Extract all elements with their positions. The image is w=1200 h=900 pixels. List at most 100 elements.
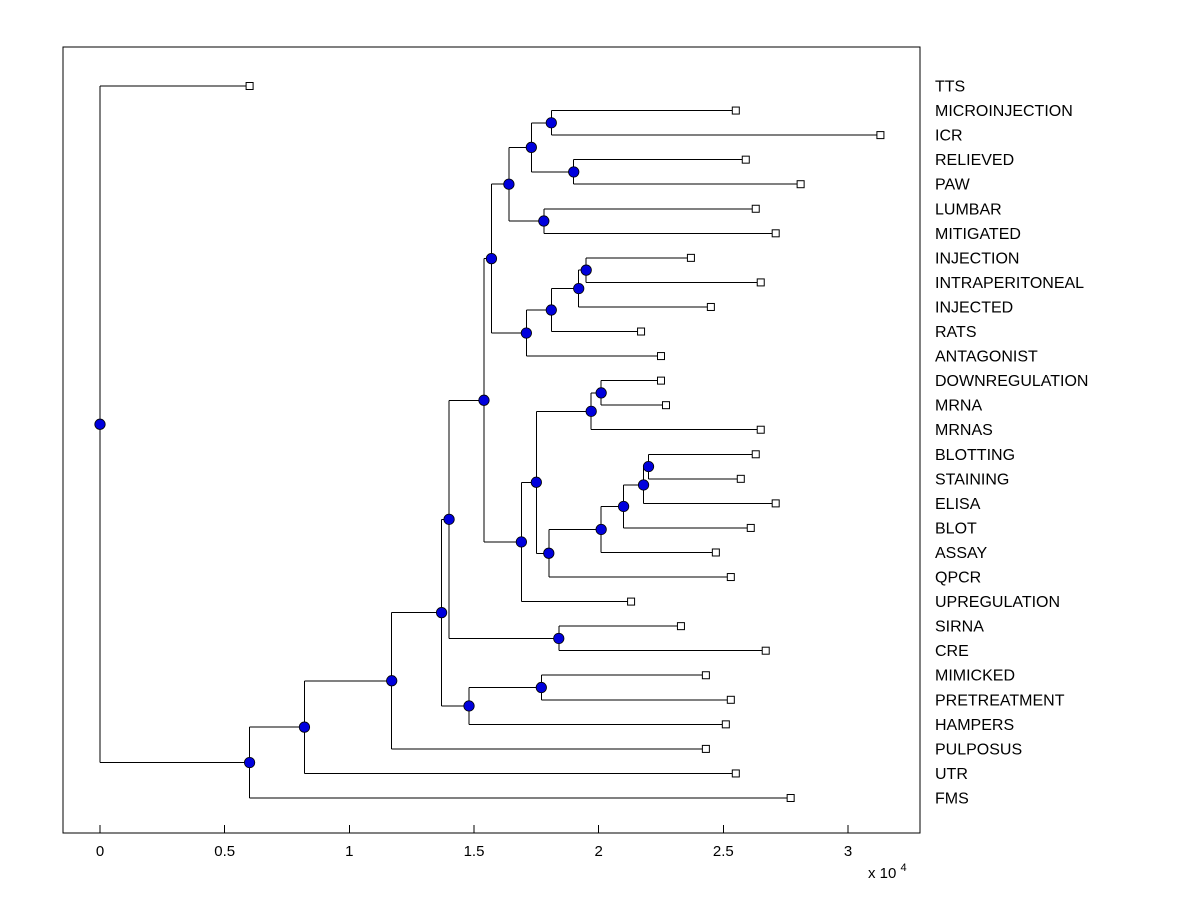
internal-node-marker <box>435 607 448 619</box>
internal-node-marker <box>463 700 475 712</box>
leaf-node-marker <box>731 769 740 778</box>
internal-node-marker <box>545 117 557 129</box>
leaf-node-marker <box>706 302 715 311</box>
leaf-label: INJECTION <box>935 250 1019 267</box>
x-axis-tick-label: 0 <box>96 843 104 860</box>
internal-node-marker <box>386 675 398 687</box>
leaf-label: CRE <box>935 643 969 660</box>
internal-node-marker <box>538 215 550 227</box>
internal-node-marker <box>568 166 580 178</box>
leaf-node-marker <box>637 327 646 336</box>
leaf-label: UTR <box>935 766 968 783</box>
leaf-label: MICROINJECTION <box>935 103 1073 120</box>
leaf-label: PULPOSUS <box>935 741 1022 758</box>
leaf-label: ANTAGONIST <box>935 349 1038 366</box>
leaf-node-marker <box>701 671 710 680</box>
leaf-node-marker <box>721 720 730 729</box>
leaf-node-marker <box>726 573 735 582</box>
internal-node-marker <box>580 264 592 276</box>
x-axis-tick-label: 1.5 <box>464 843 485 860</box>
leaf-node-marker <box>786 794 795 803</box>
leaf-label: MITIGATED <box>935 226 1021 243</box>
leaf-label: STAINING <box>935 471 1009 488</box>
leaf-node-marker <box>876 131 885 140</box>
leaf-node-marker <box>771 229 780 238</box>
leaf-label: INTRAPERITONEAL <box>935 275 1084 292</box>
leaf-node-marker <box>701 744 710 753</box>
internal-node-marker <box>545 304 557 316</box>
leaf-node-marker <box>686 253 695 262</box>
leaf-label: FMS <box>935 791 969 808</box>
leaf-node-marker <box>741 155 750 164</box>
leaf-node-marker <box>726 695 735 704</box>
leaf-label: MRNAS <box>935 422 993 439</box>
leaf-node-marker <box>627 597 636 606</box>
leaf-label: DOWNREGULATION <box>935 373 1088 390</box>
internal-node-marker <box>298 721 311 733</box>
internal-node-marker <box>595 387 607 399</box>
leaf-node-marker <box>761 646 770 655</box>
leaf-label: LUMBAR <box>935 201 1002 218</box>
leaf-node-marker <box>751 450 760 459</box>
internal-node-marker <box>443 513 455 525</box>
leaf-label: ASSAY <box>935 545 988 562</box>
leaf-node-marker <box>756 278 765 287</box>
internal-node-marker <box>525 141 537 153</box>
internal-node-marker <box>573 282 585 295</box>
leaf-node-marker <box>676 622 685 631</box>
internal-node-marker <box>543 547 555 559</box>
internal-node-marker <box>485 253 498 265</box>
internal-node-marker <box>515 536 527 548</box>
x-axis-tick-label: 2 <box>594 843 602 860</box>
leaf-label: PRETREATMENT <box>935 692 1065 709</box>
x-axis-tick-label: 3 <box>844 843 852 860</box>
leaf-label: BLOTTING <box>935 447 1015 464</box>
leaf-node-marker <box>656 352 665 361</box>
internal-node-marker <box>585 405 597 417</box>
x-axis-tick-label: 2.5 <box>713 843 734 860</box>
internal-node-marker <box>520 327 532 339</box>
internal-node-marker <box>94 418 106 430</box>
leaf-node-marker <box>661 401 670 410</box>
leaf-node-marker <box>736 474 745 483</box>
leaf-label: SIRNA <box>935 619 984 636</box>
leaf-label: ICR <box>935 128 963 145</box>
leaf-label: QPCR <box>935 570 981 587</box>
leaf-label: MRNA <box>935 398 982 415</box>
leaf-label: INJECTED <box>935 299 1013 316</box>
leaf-label: RATS <box>935 324 976 341</box>
leaf-label: ELISA <box>935 496 981 513</box>
leaf-node-marker <box>756 425 765 434</box>
internal-node-marker <box>243 756 256 769</box>
internal-node-marker <box>642 460 655 473</box>
leaf-node-marker <box>796 180 805 189</box>
x-axis-tick-label: 0.5 <box>214 843 235 860</box>
plot-box <box>62 46 921 834</box>
internal-node-marker <box>553 632 565 645</box>
leaf-label: UPREGULATION <box>935 594 1060 611</box>
leaf-node-marker <box>751 204 760 213</box>
leaf-node-marker <box>711 548 720 557</box>
internal-node-marker <box>595 523 607 536</box>
leaf-label: TTS <box>935 79 965 96</box>
leaf-label: PAW <box>935 177 971 194</box>
internal-node-marker <box>617 500 630 513</box>
leaf-label: RELIEVED <box>935 152 1014 169</box>
leaf-node-marker <box>746 523 755 532</box>
leaf-label: MIMICKED <box>935 668 1015 685</box>
leaf-node-marker <box>731 106 740 115</box>
leaf-label: HAMPERS <box>935 717 1014 734</box>
internal-node-marker <box>530 476 542 488</box>
leaf-node-marker <box>771 499 780 508</box>
x-axis-exponent-label: x 10 4 <box>868 862 907 882</box>
internal-node-marker <box>503 178 515 190</box>
leaf-node-marker <box>656 376 665 385</box>
internal-node-marker <box>478 394 490 406</box>
x-axis-tick-label: 1 <box>345 843 353 860</box>
internal-node-marker <box>535 681 547 694</box>
leaf-label: BLOT <box>935 520 977 537</box>
internal-node-marker <box>637 479 650 491</box>
leaf-node-marker <box>245 82 254 90</box>
